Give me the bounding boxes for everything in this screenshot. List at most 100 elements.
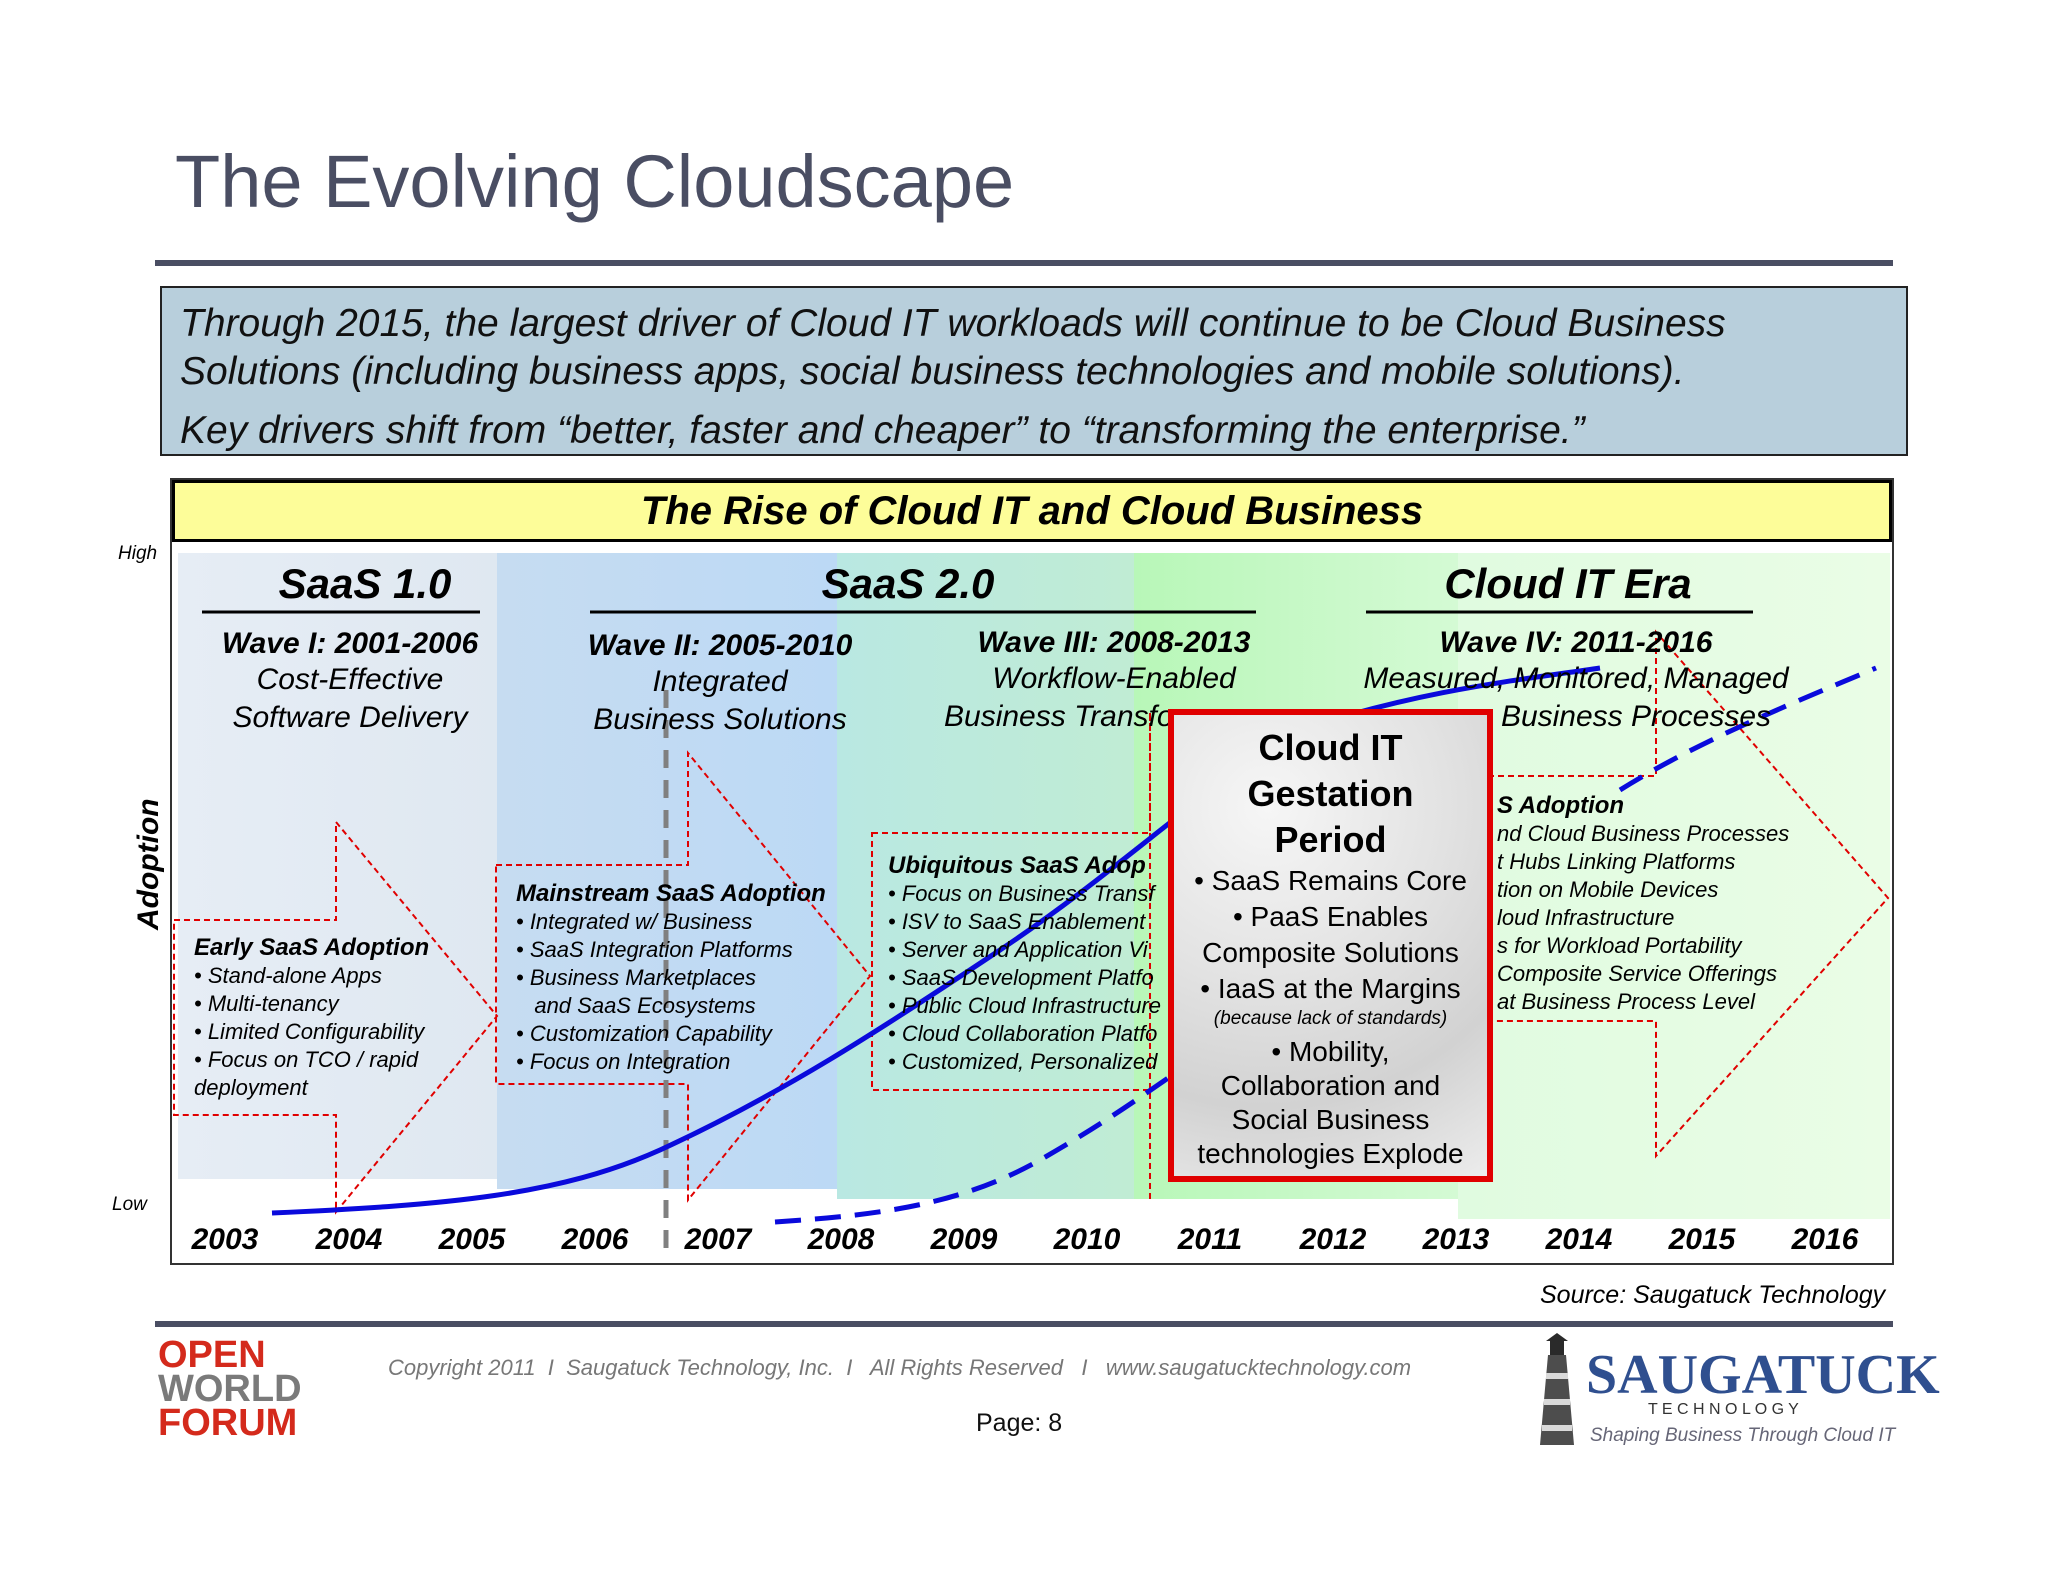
list-item: at Business Process Level — [1497, 989, 1756, 1014]
list-item: • SaaS Development Platfo — [888, 965, 1154, 990]
list-item: • Focus on Business Transf — [888, 881, 1155, 906]
wave-2: Wave II: 2005-2010 Integrated Business S… — [570, 629, 870, 739]
title-divider — [155, 260, 1893, 266]
ubiquitous-adoption-title: Ubiquitous SaaS Adop — [888, 852, 1146, 879]
early-adoption-list: • Stand-alone Apps • Multi-tenancy • Lim… — [194, 962, 429, 1102]
list-item: • Focus on TCO / rapid — [194, 1047, 419, 1072]
year-2003: 2003 — [191, 1223, 259, 1256]
gestation-point: • PaaS Enables — [1232, 901, 1429, 932]
mainstream-adoption-title: Mainstream SaaS Adoption — [516, 880, 826, 907]
year-2007: 2007 — [684, 1223, 752, 1256]
gestation-title: Cloud IT Gestation Period — [1174, 725, 1487, 863]
open-world-forum-logo: OPEN WORLD FORUM — [158, 1334, 302, 1442]
gestation-tail-line: Collaboration and — [1220, 1070, 1441, 1101]
wave-1-desc-2: Software Delivery — [232, 701, 468, 734]
gestation-point: • IaaS at the Margins — [1200, 973, 1461, 1004]
cloud-it-curve-right — [1618, 665, 1877, 793]
year-2016: 2016 — [1791, 1223, 1859, 1256]
wave-4-desc-1: Measured, Monitored, Managed — [1363, 662, 1789, 695]
wave4-adoption-list: nd Cloud Business Processes t Hubs Linki… — [1497, 820, 1789, 1016]
logo-tagline: Shaping Business Through Cloud IT — [1590, 1425, 1896, 1446]
list-item: t Hubs Linking Platforms — [1497, 849, 1736, 874]
year-2011: 2011 — [1177, 1223, 1243, 1256]
wave-4-desc-2: Business Processes — [1500, 700, 1772, 733]
wave-3-desc-1: Workflow-Enabled — [992, 662, 1236, 695]
list-item: • SaaS Integration Platforms — [516, 937, 793, 962]
list-item: • Customized, Personalized — [888, 1049, 1158, 1074]
gestation-tail-line: Social Business — [1231, 1104, 1430, 1135]
year-2006: 2006 — [561, 1223, 629, 1256]
gestation-note: (because lack of standards) — [1213, 1008, 1448, 1029]
year-2015: 2015 — [1668, 1223, 1736, 1256]
list-item: deployment — [194, 1075, 308, 1100]
list-item: nd Cloud Business Processes — [1497, 821, 1790, 846]
ubiquitous-adoption-box: Ubiquitous SaaS Adop • Focus on Business… — [888, 852, 1166, 1076]
wave-1-desc-1: Cost-Effective — [256, 663, 444, 696]
wave-1-title: Wave I: 2001-2006 — [221, 627, 479, 660]
wave4-band — [1458, 553, 1890, 1219]
list-item: • Business Marketplaces — [516, 965, 757, 990]
list-item: loud Infrastructure — [1497, 905, 1675, 930]
gestation-title-line-3: Period — [1274, 819, 1387, 860]
early-adoption-box: Early SaaS Adoption • Stand-alone Apps •… — [194, 934, 429, 1102]
wave-2-title: Wave II: 2005-2010 — [587, 629, 853, 662]
copyright-text: Copyright 2011 I Saugatuck Technology, I… — [388, 1355, 1412, 1380]
list-item: • Multi-tenancy — [194, 991, 339, 1016]
wave-2-desc-2: Business Solutions — [593, 703, 847, 736]
axis-high-label: High — [118, 543, 158, 564]
page-number: Page: 8 — [976, 1409, 1063, 1437]
page-title: The Evolving Cloudscape — [175, 140, 1015, 223]
list-item: tion on Mobile Devices — [1497, 877, 1719, 902]
list-item: s for Workload Portability — [1497, 933, 1742, 958]
list-item: • Stand-alone Apps — [194, 963, 382, 988]
gestation-tail: • Mobility, Collaboration and Social Bus… — [1174, 1035, 1487, 1171]
wave4-adoption-title: S Adoption — [1497, 792, 1625, 819]
list-item: • ISV to SaaS Enablement — [888, 909, 1146, 934]
list-item: • Focus on Integration — [516, 1049, 731, 1074]
year-2009: 2009 — [930, 1223, 998, 1256]
list-item: • Integrated w/ Business — [516, 909, 753, 934]
callout-line-2: Solutions (including business apps, soci… — [180, 350, 1685, 393]
cloud-business-curve — [271, 665, 1601, 1216]
ubiquitous-adoption-list: • Focus on Business Transf • ISV to SaaS… — [888, 880, 1166, 1076]
list-item: Composite Service Offerings — [1497, 961, 1777, 986]
gestation-point: Composite Solutions — [1202, 937, 1459, 968]
logo-subtitle: T E C H N O L O G Y — [1648, 1401, 1799, 1418]
era-saas-2: SaaS 2.0 — [821, 560, 995, 607]
list-item: • Server and Application Vi — [888, 937, 1148, 962]
wave-2-desc-1: Integrated — [652, 665, 788, 698]
wave-3-title: Wave III: 2008-2013 — [977, 626, 1251, 659]
footer-divider — [155, 1321, 1893, 1327]
list-item: • Customization Capability — [516, 1021, 772, 1046]
year-2014: 2014 — [1545, 1223, 1613, 1256]
wave1-band — [178, 553, 498, 1179]
arrow-ubiquitous — [871, 712, 1151, 1201]
year-2008: 2008 — [807, 1223, 875, 1256]
axis-low-label: Low — [112, 1194, 147, 1215]
year-2005: 2005 — [438, 1223, 506, 1256]
era-cloud-it: Cloud IT Era — [1444, 560, 1692, 607]
wave-3: Wave III: 2008-2013 Workflow-Enabled Bus… — [944, 626, 1284, 736]
wave4-adoption-box: S Adoption nd Cloud Business Processes t… — [1497, 792, 1789, 1016]
list-item: • Cloud Collaboration Platfo — [888, 1021, 1158, 1046]
gestation-title-line-1: Cloud IT — [1258, 727, 1403, 768]
key-message-callout: Through 2015, the largest driver of Clou… — [160, 286, 1908, 456]
logo-name: SAUGATUCK — [1586, 1344, 1940, 1406]
list-item: and SaaS Ecosystems — [516, 993, 756, 1018]
source-citation: Source: Saugatuck Technology — [1540, 1281, 1886, 1309]
gestation-tail-line: technologies Explode — [1197, 1138, 1464, 1169]
lighthouse-icon — [1540, 1333, 1574, 1445]
mainstream-adoption-box: Mainstream SaaS Adoption • Integrated w/… — [516, 880, 826, 1076]
year-2013: 2013 — [1422, 1223, 1490, 1256]
gestation-period-box: Cloud IT Gestation Period • SaaS Remains… — [1168, 709, 1493, 1182]
gestation-tail-line: • Mobility, — [1271, 1036, 1390, 1067]
owf-line-1: OPEN — [158, 1334, 266, 1376]
year-2010: 2010 — [1053, 1223, 1121, 1256]
saugatuck-logo: SAUGATUCK T E C H N O L O G Y Shaping Bu… — [1530, 1333, 1940, 1448]
gestation-title-line-2: Gestation — [1247, 773, 1414, 814]
owf-line-2: WORLD — [158, 1368, 302, 1410]
wave-3-desc-2: Business Transfo — [944, 700, 1174, 733]
wave-4: Wave IV: 2011-2016 Measured, Monitored, … — [1356, 626, 1796, 736]
list-item: • Limited Configurability — [194, 1019, 425, 1044]
wave-4-title: Wave IV: 2011-2016 — [1439, 626, 1713, 659]
